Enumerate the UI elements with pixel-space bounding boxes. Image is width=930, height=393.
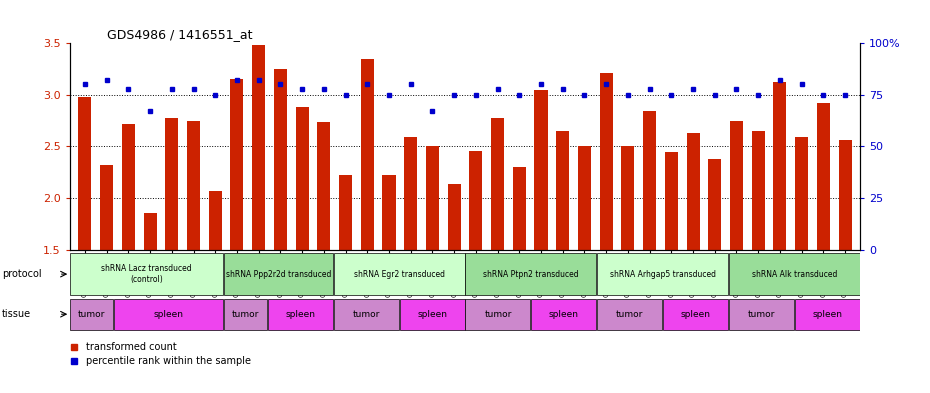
Text: tumor: tumor: [485, 310, 512, 319]
Bar: [512, 167, 525, 250]
Bar: [405, 137, 418, 250]
Bar: [231, 79, 244, 250]
Bar: [663, 299, 728, 330]
Bar: [597, 299, 662, 330]
Bar: [535, 90, 548, 250]
Text: shRNA Ppp2r2d transduced: shRNA Ppp2r2d transduced: [226, 270, 331, 279]
Text: transformed count: transformed count: [86, 342, 177, 352]
Text: shRNA Egr2 transduced: shRNA Egr2 transduced: [353, 270, 445, 279]
Bar: [839, 140, 852, 250]
Bar: [70, 299, 113, 330]
Text: spleen: spleen: [549, 310, 578, 319]
Bar: [252, 45, 265, 250]
Text: shRNA Lacz transduced
(control): shRNA Lacz transduced (control): [101, 264, 192, 284]
Text: spleen: spleen: [286, 310, 315, 319]
Bar: [114, 299, 223, 330]
Bar: [597, 253, 728, 295]
Bar: [729, 299, 794, 330]
Bar: [361, 59, 374, 250]
Text: shRNA Ptpn2 transduced: shRNA Ptpn2 transduced: [483, 270, 578, 279]
Bar: [795, 137, 808, 250]
Bar: [143, 213, 156, 250]
Bar: [70, 253, 223, 295]
Bar: [730, 121, 743, 250]
Text: tumor: tumor: [352, 310, 379, 319]
Bar: [774, 83, 787, 250]
Bar: [686, 133, 699, 250]
Bar: [78, 97, 91, 250]
Bar: [339, 175, 352, 250]
Bar: [166, 118, 179, 250]
Bar: [578, 146, 591, 250]
Bar: [465, 253, 596, 295]
Text: spleen: spleen: [153, 310, 183, 319]
Bar: [556, 131, 569, 250]
Bar: [465, 299, 530, 330]
Bar: [795, 299, 860, 330]
Bar: [268, 299, 333, 330]
Bar: [100, 165, 113, 250]
Bar: [187, 121, 200, 250]
Bar: [729, 253, 860, 295]
Text: tissue: tissue: [2, 309, 31, 319]
Bar: [447, 184, 460, 250]
Bar: [400, 299, 465, 330]
Bar: [600, 73, 613, 250]
Bar: [817, 103, 830, 250]
Text: spleen: spleen: [812, 310, 843, 319]
Text: tumor: tumor: [78, 310, 105, 319]
Bar: [643, 111, 656, 250]
Bar: [274, 69, 287, 250]
Text: shRNA Arhgap5 transduced: shRNA Arhgap5 transduced: [610, 270, 715, 279]
Text: spleen: spleen: [417, 310, 447, 319]
Bar: [751, 131, 764, 250]
Bar: [531, 299, 596, 330]
Text: GDS4986 / 1416551_at: GDS4986 / 1416551_at: [107, 28, 252, 41]
Bar: [317, 122, 330, 250]
Text: tumor: tumor: [232, 310, 259, 319]
Bar: [426, 146, 439, 250]
Text: tumor: tumor: [616, 310, 644, 319]
Bar: [709, 159, 722, 250]
Text: protocol: protocol: [2, 269, 42, 279]
Text: shRNA Alk transduced: shRNA Alk transduced: [751, 270, 837, 279]
Bar: [208, 191, 221, 250]
Bar: [224, 299, 267, 330]
Bar: [224, 253, 333, 295]
Text: tumor: tumor: [748, 310, 775, 319]
Bar: [296, 107, 309, 250]
Bar: [334, 253, 465, 295]
Bar: [334, 299, 399, 330]
Bar: [470, 151, 483, 250]
Bar: [382, 175, 395, 250]
Bar: [621, 146, 634, 250]
Text: spleen: spleen: [681, 310, 711, 319]
Text: percentile rank within the sample: percentile rank within the sample: [86, 356, 250, 366]
Bar: [665, 152, 678, 250]
Bar: [491, 118, 504, 250]
Bar: [122, 124, 135, 250]
